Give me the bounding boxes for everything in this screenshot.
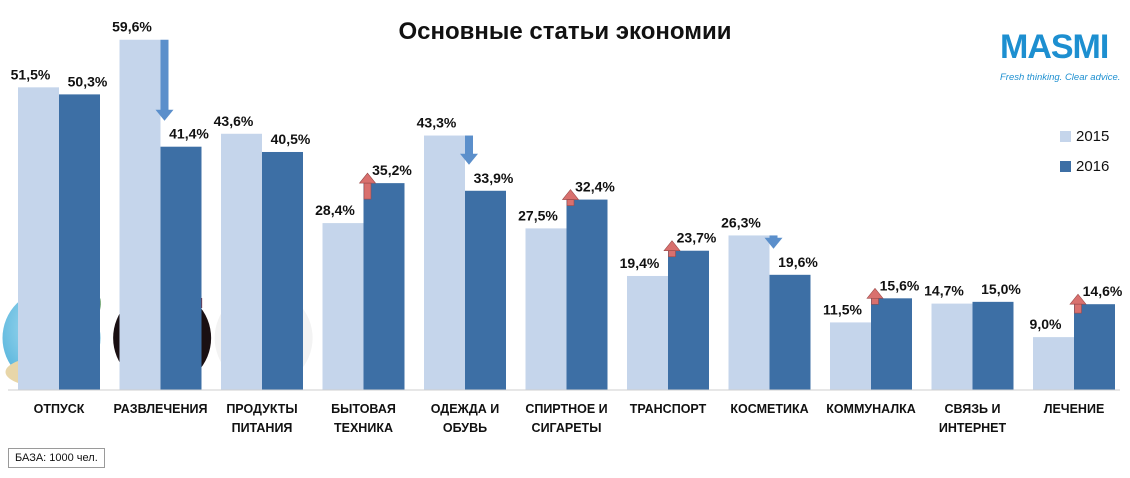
logo-tagline: Fresh thinking. Clear advice. bbox=[1000, 72, 1121, 83]
down-arrow-icon-1 bbox=[155, 39, 174, 121]
down-arrow-icon-7 bbox=[764, 235, 783, 249]
bar-2015-1 bbox=[119, 39, 161, 391]
legend-label-2016: 2016 bbox=[1076, 158, 1110, 175]
bar-2015-8 bbox=[830, 322, 871, 390]
value-label-2016-3: 35,2% bbox=[372, 162, 412, 178]
value-label-2016-10: 14,6% bbox=[1083, 283, 1123, 299]
base-note: БАЗА: 1000 чел. bbox=[8, 448, 105, 468]
bar-2016-3 bbox=[363, 183, 405, 390]
up-arrow-icon-3 bbox=[358, 172, 377, 200]
bar-2015-7 bbox=[728, 235, 770, 390]
down-arrow-icon-4 bbox=[460, 135, 478, 165]
bar-2016-10 bbox=[1074, 304, 1115, 390]
category-label-5-1: СИГАРЕТЫ bbox=[532, 421, 602, 435]
category-label-5-0: СПИРТНОЕ И bbox=[525, 402, 607, 416]
category-label-7-0: КОСМЕТИКА bbox=[730, 402, 808, 416]
value-label-2015-9: 14,7% bbox=[924, 283, 964, 299]
category-label-9-0: СВЯЗЬ И bbox=[945, 402, 1001, 416]
bar-2016-8 bbox=[871, 298, 912, 390]
bar-2016-0 bbox=[59, 94, 100, 390]
category-label-0-0: ОТПУСК bbox=[34, 402, 85, 416]
value-label-2015-1: 59,6% bbox=[112, 19, 152, 35]
bar-2016-7 bbox=[769, 274, 811, 390]
bar-2015-3 bbox=[322, 223, 364, 390]
bar-2016-9 bbox=[972, 301, 1014, 390]
legend-swatch-2016 bbox=[1060, 161, 1071, 172]
trend-arrows-group bbox=[155, 39, 1087, 314]
up-arrow-icon-5 bbox=[561, 189, 580, 206]
category-label-4-1: ОБУВЬ bbox=[443, 421, 487, 435]
bar-2015-10 bbox=[1033, 337, 1074, 390]
value-label-2016-8: 15,6% bbox=[880, 277, 920, 293]
value-label-2016-5: 32,4% bbox=[575, 179, 615, 195]
bar-2015-0 bbox=[18, 87, 59, 390]
up-arrow-icon-8 bbox=[866, 287, 884, 305]
bar-2015-9 bbox=[931, 303, 973, 390]
legend-swatch-2015 bbox=[1060, 131, 1071, 142]
category-label-8-0: КОММУНАЛКА bbox=[826, 402, 916, 416]
value-label-2016-4: 33,9% bbox=[474, 170, 514, 186]
value-label-2015-0: 51,5% bbox=[11, 66, 51, 82]
value-label-2015-2: 43,6% bbox=[214, 113, 254, 129]
bar-2015-5 bbox=[525, 228, 567, 390]
bar-2016-2 bbox=[262, 151, 303, 390]
logo-text: MASMI bbox=[1000, 28, 1109, 66]
value-label-2015-8: 11,5% bbox=[823, 301, 862, 317]
chart-title: Основные статьи экономии bbox=[398, 18, 732, 45]
category-label-9-1: ИНТЕРНЕТ bbox=[939, 421, 1007, 435]
bar-2016-6 bbox=[668, 250, 709, 390]
value-label-2015-5: 27,5% bbox=[518, 207, 558, 223]
value-label-2016-9: 15,0% bbox=[981, 281, 1021, 297]
category-label-3-0: БЫТОВАЯ bbox=[331, 402, 396, 416]
bar-2015-4 bbox=[424, 135, 465, 390]
category-label-2-0: ПРОДУКТЫ bbox=[226, 402, 297, 416]
value-label-2015-3: 28,4% bbox=[315, 202, 355, 218]
up-arrow-icon-6 bbox=[663, 240, 681, 258]
category-label-3-1: ТЕХНИКА bbox=[334, 421, 393, 435]
category-label-2-1: ПИТАНИЯ bbox=[232, 421, 293, 435]
value-label-2015-7: 26,3% bbox=[721, 214, 761, 230]
bars-group bbox=[18, 39, 1115, 391]
bar-2015-2 bbox=[221, 133, 262, 390]
masmi-logo: MASMI Fresh thinking. Clear advice. bbox=[1000, 28, 1120, 88]
up-arrow-icon-10 bbox=[1069, 293, 1087, 314]
category-label-10-0: ЛЕЧЕНИЕ bbox=[1044, 402, 1105, 416]
category-labels-group: ОТПУСК РАЗВЛЕЧЕНИЯ ПРОДУКТЫ ПИТАНИЯ БЫТОВАЯ Т… bbox=[34, 402, 1105, 435]
value-label-2015-10: 9,0% bbox=[1030, 316, 1062, 332]
category-label-1-0: РАЗВЛЕЧЕНИЯ bbox=[113, 402, 207, 416]
value-label-2016-2: 40,5% bbox=[271, 131, 311, 147]
value-label-2016-0: 50,3% bbox=[68, 73, 108, 89]
value-label-2015-4: 43,3% bbox=[417, 115, 457, 131]
legend-label-2015: 2015 bbox=[1076, 128, 1110, 145]
category-label-6-0: ТРАНСПОРТ bbox=[630, 402, 707, 416]
bar-2016-5 bbox=[566, 199, 608, 390]
value-label-2016-7: 19,6% bbox=[778, 254, 818, 270]
bar-2015-6 bbox=[627, 275, 668, 390]
bar-2016-4 bbox=[465, 190, 506, 390]
category-label-4-0: ОДЕЖДА И bbox=[431, 402, 500, 416]
value-labels-group: 51,5% 50,3% 59,6% 41,4% 43,6% 40,5% 28,4% 35,2%… bbox=[11, 19, 1123, 332]
bar-2016-1 bbox=[160, 146, 202, 390]
value-label-2016-1: 41,4% bbox=[169, 126, 209, 142]
value-label-2016-6: 23,7% bbox=[677, 230, 717, 246]
value-label-2015-6: 19,4% bbox=[620, 255, 660, 271]
